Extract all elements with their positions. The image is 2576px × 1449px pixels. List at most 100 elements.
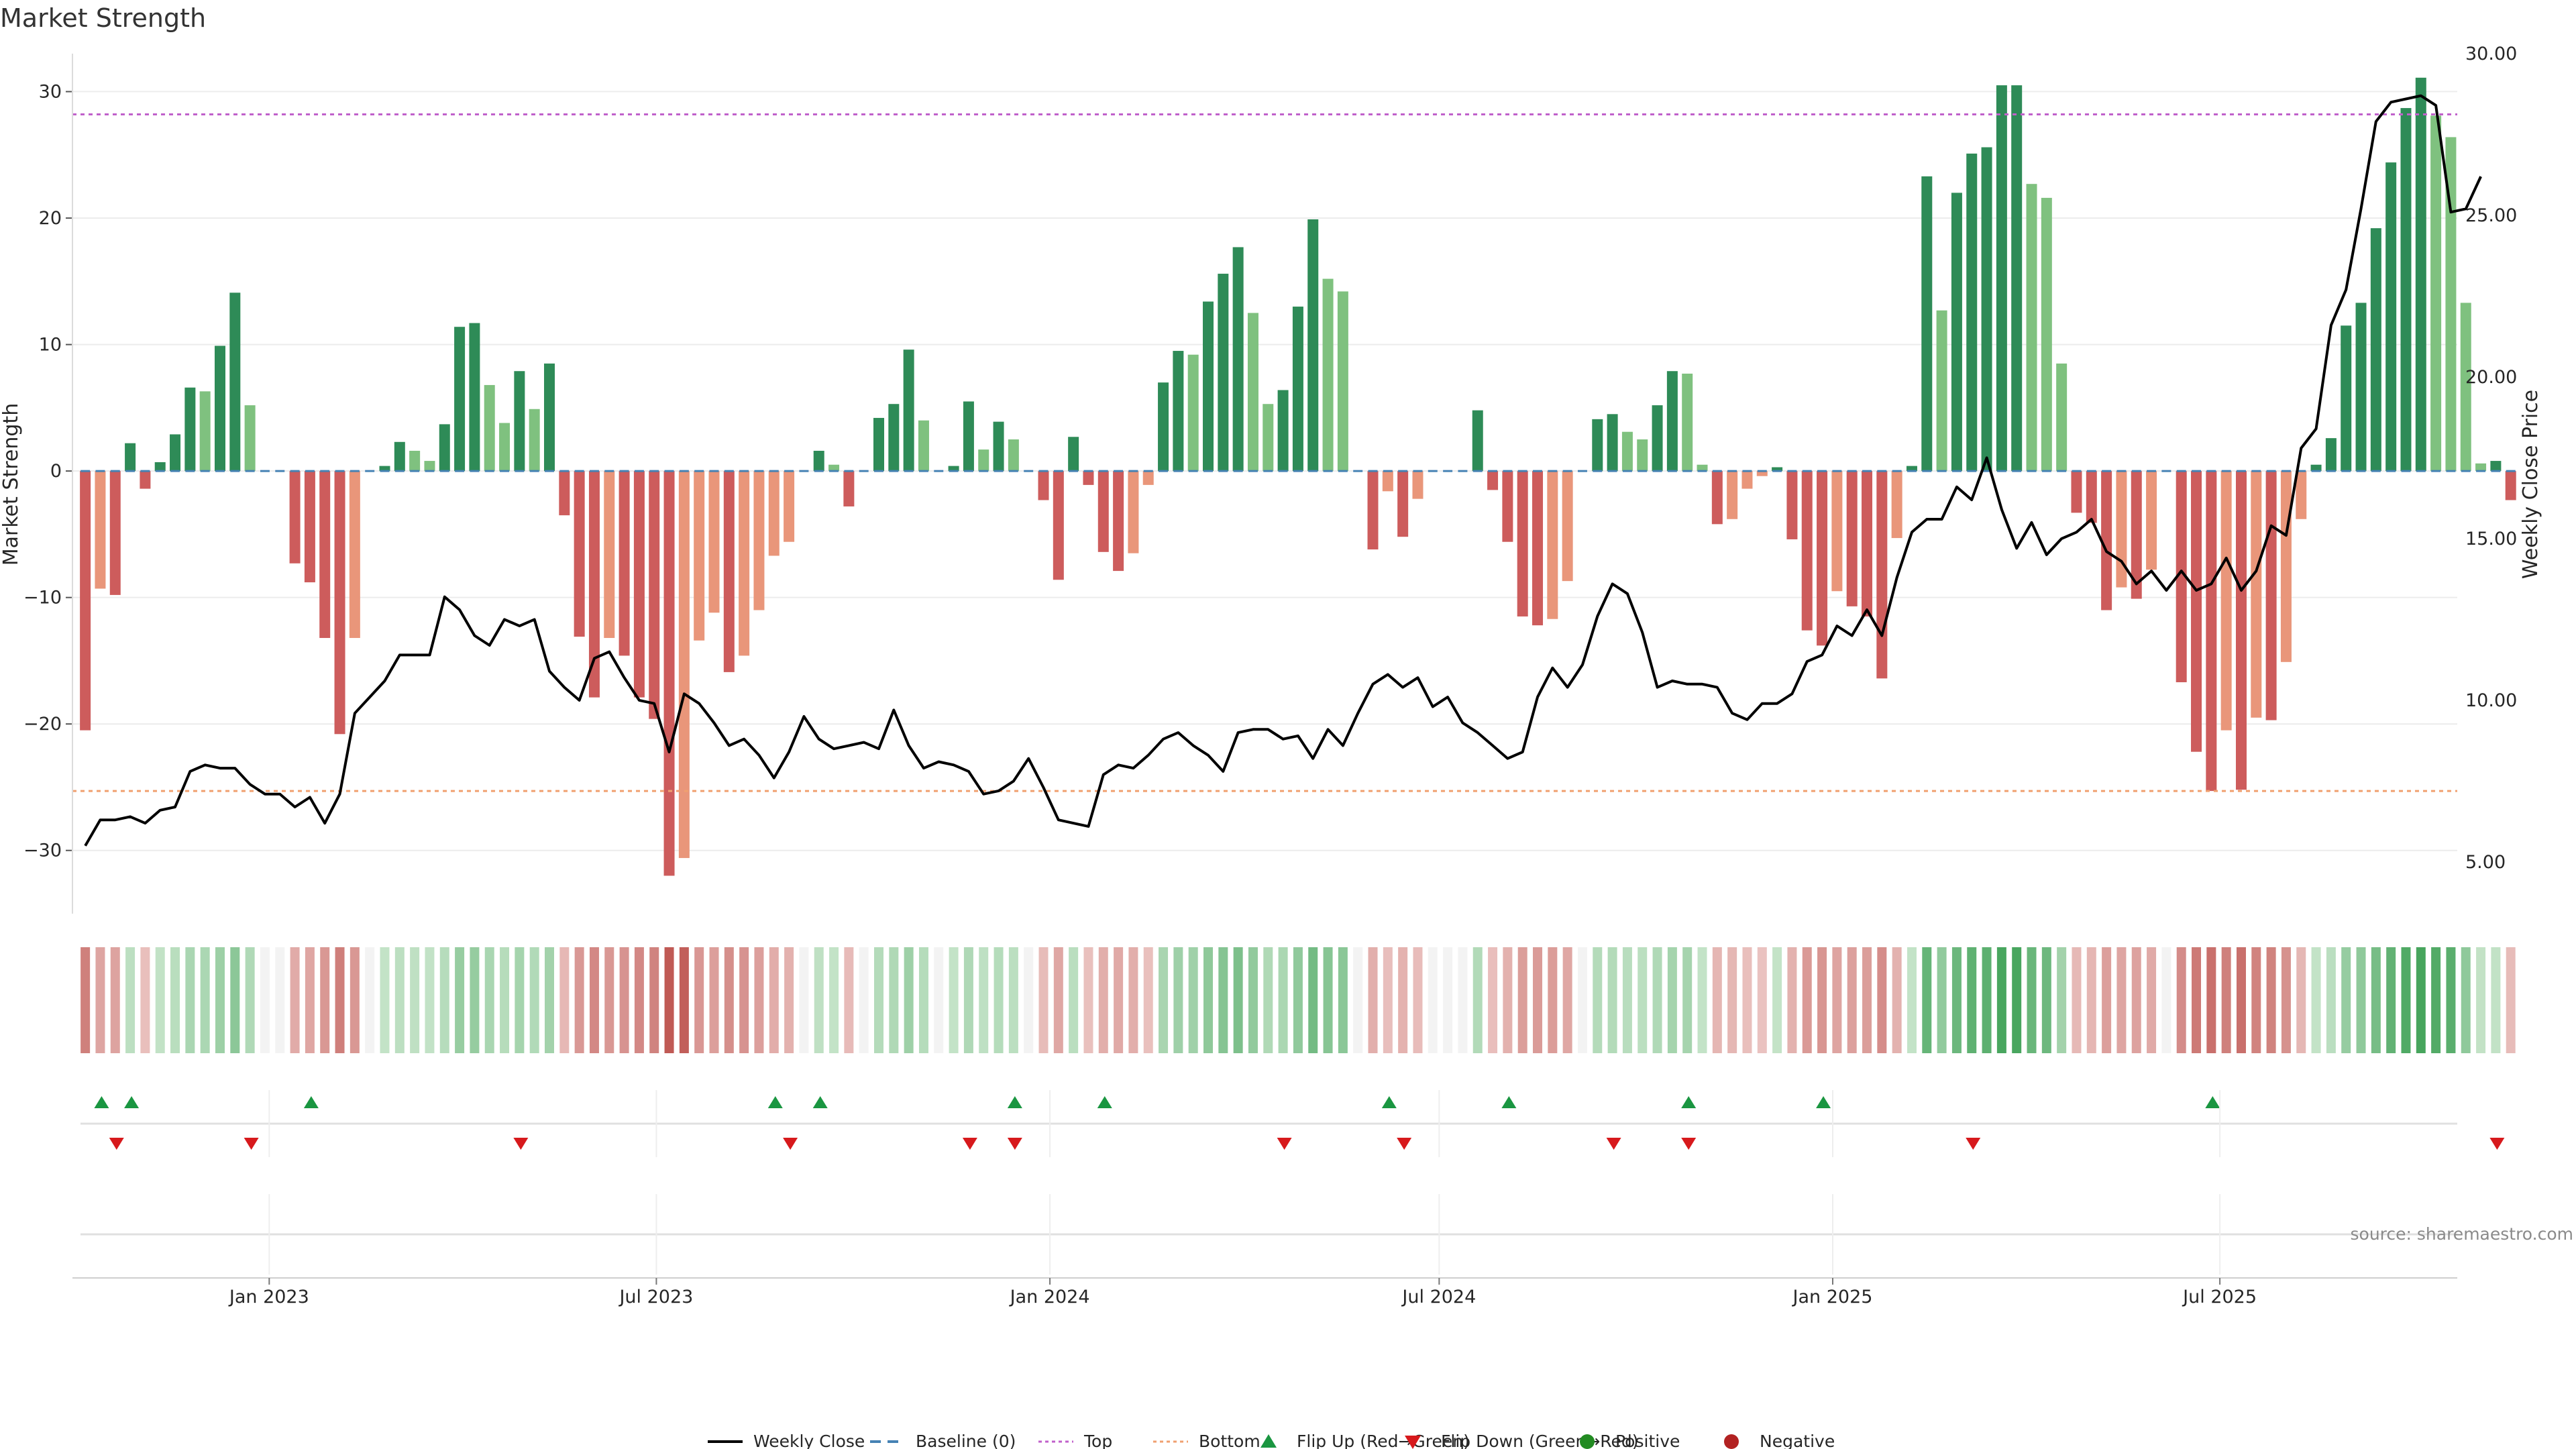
strength-bar	[739, 471, 750, 656]
strength-bar	[1592, 419, 1603, 472]
legend: Weekly Close Baseline (0) Top Bottom Flip Up…	[708, 1432, 1835, 1449]
strength-bar	[559, 471, 570, 516]
heatmap-cell	[380, 947, 390, 1053]
heatmap-cell	[2491, 947, 2501, 1053]
x-tick-label: Jan 2023	[228, 1287, 309, 1307]
heatmap-cell	[649, 947, 659, 1053]
strength-bar	[349, 471, 360, 639]
heatmap-cell	[814, 947, 824, 1053]
strength-bar	[2041, 197, 2052, 472]
flip-up-marker	[124, 1096, 140, 1108]
y-tick-label: 10	[39, 335, 62, 356]
strength-bar	[1682, 373, 1693, 472]
heatmap-cell	[1233, 947, 1243, 1053]
strength-bar	[1756, 471, 1768, 476]
strength-bar	[1996, 85, 2007, 472]
flip-up-marker	[1097, 1096, 1112, 1108]
strength-bar	[843, 471, 855, 506]
strength-bar	[1637, 439, 1648, 472]
heatmap-cell	[1203, 947, 1214, 1053]
x-tick-label: Jan 2024	[1009, 1287, 1090, 1307]
strength-bar	[694, 471, 705, 641]
strength-bar	[708, 471, 720, 613]
heatmap-cell	[1188, 947, 1198, 1053]
strength-bar	[2296, 471, 2307, 519]
heatmap-cell	[350, 947, 360, 1053]
heatmap-cell	[2192, 947, 2202, 1053]
strength-bar	[439, 424, 450, 472]
heatmap-cell	[1353, 947, 1363, 1053]
strength-bar	[2206, 471, 2217, 792]
y2-axis-label: Weekly Close Price	[2519, 390, 2542, 579]
heatmap-cell	[1143, 947, 1153, 1053]
heatmap-cell	[2386, 947, 2396, 1053]
y-tick-label: 20	[39, 208, 62, 229]
legend-label-flip-up: Flip Up (Red→Green)	[1297, 1432, 1470, 1449]
heatmap-cell	[2131, 947, 2141, 1053]
heatmap-cell	[1638, 947, 1648, 1053]
legend-label-flip-down: Flip Down (Green→Red)	[1441, 1432, 1639, 1449]
strength-bar	[1906, 466, 1917, 472]
strength-bars	[80, 77, 2516, 876]
heatmap-cell	[2401, 947, 2411, 1053]
heatmap-cell	[1577, 947, 1587, 1053]
strength-bar	[1562, 471, 1573, 582]
x-tick-label: Jul 2025	[2182, 1287, 2257, 1307]
heatmap-cell	[1517, 947, 1527, 1053]
strength-bar	[154, 462, 166, 472]
strength-bar	[170, 434, 181, 472]
heatmap-cell	[2221, 947, 2231, 1053]
legend-label-baseline: Baseline (0)	[916, 1432, 1016, 1449]
heatmap-cell	[2371, 947, 2381, 1053]
flip-up-marker	[94, 1096, 109, 1108]
strength-bar	[873, 417, 885, 472]
heatmap-cell	[1847, 947, 1857, 1053]
strength-bar	[1472, 410, 1483, 472]
strength-bar	[2056, 363, 2068, 472]
strength-bar	[1277, 390, 1289, 472]
heatmap-cell	[619, 947, 629, 1053]
strength-bar	[1727, 471, 1738, 519]
y-axis-left: −30 −20 −10 0 10 20 30	[23, 54, 73, 914]
heatmap-cell	[574, 947, 584, 1053]
strength-bar	[2430, 115, 2442, 472]
strength-bar	[424, 461, 435, 472]
strength-bar	[1921, 176, 1933, 472]
heatmap-cell	[1892, 947, 1902, 1053]
strength-bar	[1322, 278, 1334, 472]
legend-item: Top	[1038, 1432, 1112, 1449]
flip-up-marker	[1501, 1096, 1517, 1108]
heatmap-cell	[1548, 947, 1558, 1053]
heatmap-cell	[1682, 947, 1693, 1053]
strength-bar	[2101, 471, 2112, 610]
strength-bar	[1247, 313, 1258, 472]
strength-bar	[304, 471, 315, 583]
strength-bar	[1862, 471, 1873, 616]
heatmap-cell	[1338, 947, 1348, 1053]
heatmap-cell	[170, 947, 180, 1053]
heatmap-cell	[1368, 947, 1378, 1053]
strength-heatmap-strip	[80, 947, 2516, 1053]
heatmap-cell	[2476, 947, 2486, 1053]
heatmap-cell	[754, 947, 764, 1053]
heatmap-cell	[1996, 947, 2006, 1053]
strength-bar	[903, 350, 914, 472]
heatmap-cell	[140, 947, 150, 1053]
legend-item: Flip Up (Red→Green)	[1260, 1432, 1470, 1449]
y2-tick-label: 25.00	[2465, 205, 2517, 226]
strength-bar	[1232, 247, 1244, 472]
heatmap-cell	[1398, 947, 1408, 1053]
heatmap-cell	[2281, 947, 2291, 1053]
heatmap-cell	[80, 947, 91, 1053]
strength-bar	[499, 423, 511, 472]
heatmap-cell	[634, 947, 644, 1053]
strength-bar	[1142, 471, 1154, 485]
heatmap-cell	[1622, 947, 1632, 1053]
heatmap-cell	[918, 947, 928, 1053]
flip-up-marker	[1007, 1096, 1022, 1108]
strength-bar	[1817, 471, 1828, 646]
strength-bar	[1263, 404, 1274, 472]
strength-bar	[2071, 471, 2082, 513]
strength-bar	[784, 471, 795, 542]
flip-down-marker	[244, 1138, 259, 1150]
